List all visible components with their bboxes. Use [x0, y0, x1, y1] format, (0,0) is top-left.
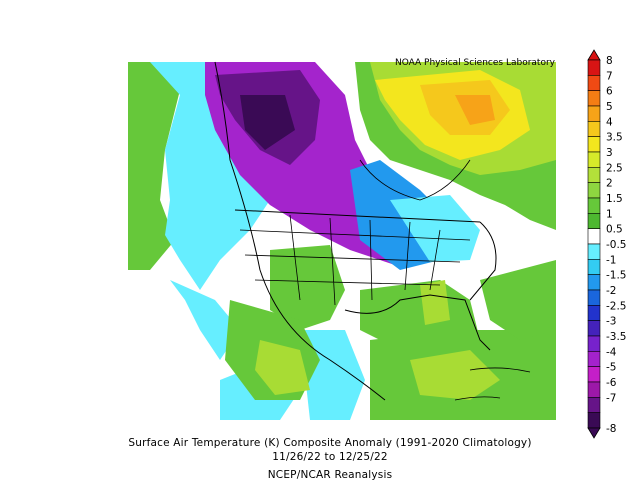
colorbar-swatch — [587, 289, 601, 306]
colorbar-label: -0.5 — [606, 239, 627, 251]
caption-source: NCEP/NCAR Reanalysis — [267, 469, 393, 481]
us-canada-border — [234, 209, 481, 223]
map-boundaries — [214, 61, 531, 401]
colorbar-label: 3 — [606, 147, 613, 159]
colorbar-label: 1 — [606, 208, 613, 220]
colorbar-swatch — [587, 213, 601, 229]
colorbar-swatch — [587, 197, 601, 214]
colorbar-swatch — [587, 259, 601, 275]
colorbar-swatch — [587, 75, 601, 91]
colorbar-swatch — [587, 243, 601, 260]
gulf-coastline — [344, 294, 491, 351]
caribbean-outline — [454, 367, 531, 401]
colorbar-swatch — [587, 167, 601, 183]
colorbar-swatch — [587, 151, 601, 168]
hudson-bay-outline — [359, 159, 471, 201]
colorbar-swatch — [587, 228, 601, 245]
colorbar-swatch — [587, 90, 601, 107]
caption-title: Surface Air Temperature (K) Composite An… — [128, 437, 532, 449]
colorbar-label: 4 — [606, 116, 613, 128]
colorbar-label: -1.5 — [606, 270, 627, 282]
colorbar-swatch — [587, 274, 601, 291]
colorbar-label: -3.5 — [606, 331, 627, 343]
colorbar-swatch — [587, 381, 601, 398]
colorbar-label: -1 — [606, 254, 616, 266]
colorbar-label: 0.5 — [606, 224, 623, 236]
colorbar-label: 1.5 — [606, 193, 623, 205]
colorbar-swatch — [587, 182, 601, 199]
colorbar-swatch — [587, 305, 601, 321]
colorbar-label: -7 — [606, 392, 616, 404]
colorbar-label: 2 — [606, 178, 613, 190]
colorbar-label: 8 — [606, 55, 613, 67]
colorbar-swatch — [587, 335, 601, 352]
colorbar-label: -4 — [606, 346, 617, 358]
colorbar-label: 2.5 — [606, 162, 623, 174]
colorbar-swatch — [587, 412, 601, 429]
colorbar-label: 3.5 — [606, 132, 623, 144]
colorbar-swatch — [587, 366, 601, 383]
colorbar-bottom-arrow — [587, 427, 601, 439]
colorbar-swatch — [587, 397, 601, 413]
colorbar-swatch — [587, 320, 601, 337]
state-lines — [239, 214, 471, 306]
colorbar-swatch — [587, 121, 601, 137]
colorbar-label: 5 — [606, 101, 613, 113]
west-coastline — [214, 61, 386, 401]
colorbar-label: 7 — [606, 70, 613, 82]
colorbar-swatch — [587, 59, 601, 76]
green-left-region — [128, 62, 180, 270]
cyan-west-region — [150, 62, 270, 290]
credit-text: NOAA Physical Sciences Laboratory — [394, 58, 555, 68]
colorbar-label: -2.5 — [606, 300, 627, 312]
caption-dates: 11/26/22 to 12/25/22 — [272, 451, 388, 463]
colorbar-swatch — [587, 105, 601, 122]
colorbar-swatch — [587, 136, 601, 153]
colorbar-label: -2 — [606, 285, 616, 297]
colorbar-label: 6 — [606, 86, 613, 98]
colorbar-label: -8 — [606, 423, 616, 435]
colorbar-top-arrow — [587, 49, 601, 61]
colorbar-label: -5 — [606, 362, 616, 374]
colorbar-swatch — [587, 351, 601, 367]
colorbar-label: -3 — [606, 316, 616, 328]
colorbar-label: -6 — [606, 377, 617, 389]
green-southwest-region — [270, 245, 345, 330]
anomaly-field — [128, 62, 556, 420]
east-coastline — [469, 221, 497, 301]
